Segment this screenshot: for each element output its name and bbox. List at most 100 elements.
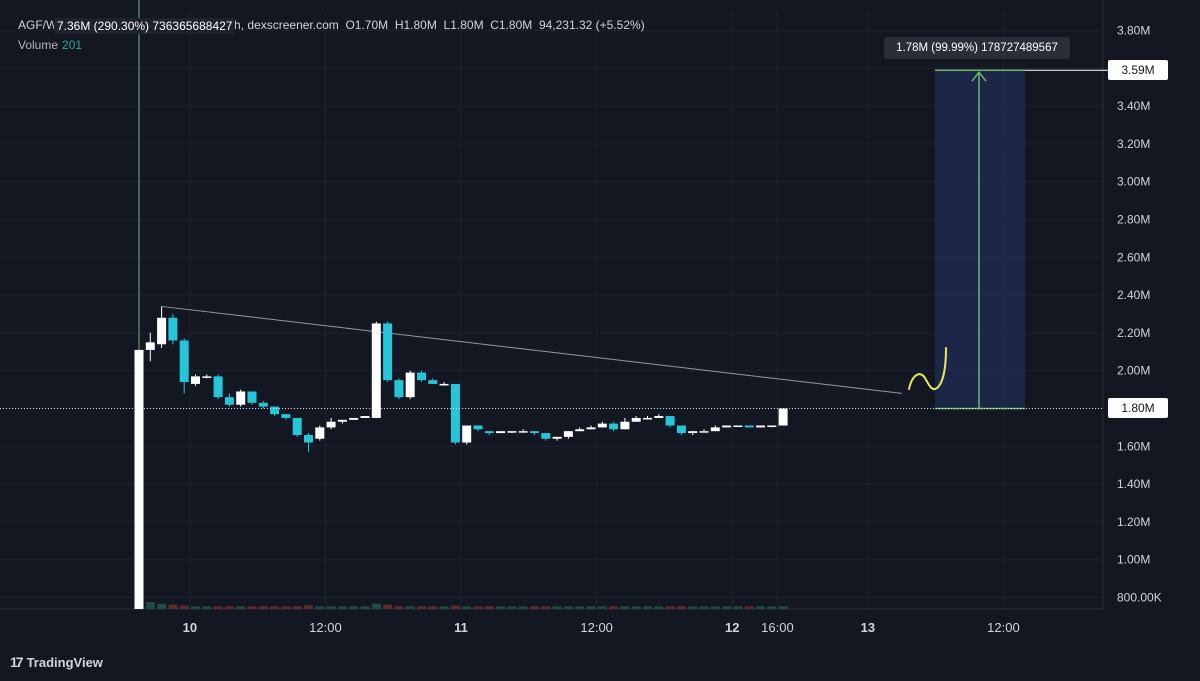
candle-body xyxy=(733,425,743,428)
volume-bar xyxy=(224,606,234,609)
candle-body xyxy=(394,380,404,398)
volume-value: 201 xyxy=(62,38,83,52)
low-label: L xyxy=(443,18,451,32)
candle xyxy=(371,321,381,418)
volume-bar xyxy=(699,606,709,609)
candle-body xyxy=(202,376,212,378)
candle-body xyxy=(213,376,223,398)
candle-body xyxy=(236,391,246,405)
measure-zone[interactable] xyxy=(935,69,1108,410)
candle-body xyxy=(688,431,698,434)
candle-body xyxy=(767,425,777,428)
volume-bar xyxy=(620,606,630,609)
candle-body xyxy=(552,436,562,439)
candle-body xyxy=(609,423,619,430)
measure-fill xyxy=(935,70,1025,409)
change-value: 94,231.32 (+5.52%) xyxy=(538,18,645,32)
volume-bar xyxy=(202,606,212,609)
measure-label: 1.78M (99.99%) 178727489567 xyxy=(884,37,1070,59)
candle-body xyxy=(439,383,449,386)
volume-bar xyxy=(157,603,167,609)
annotation-drawing[interactable] xyxy=(908,347,947,391)
candle-body xyxy=(326,421,336,428)
volume-bar xyxy=(326,606,336,609)
candle xyxy=(609,421,619,432)
candle-body xyxy=(428,380,438,384)
time-axis[interactable]: 10 12:00 11 12:00 12 16:00 13 12:00 xyxy=(183,620,1020,635)
candle xyxy=(710,425,720,432)
candle xyxy=(337,419,347,424)
volume-bar xyxy=(405,606,415,609)
volume-legend[interactable]: Volume 201 xyxy=(18,38,82,52)
candle xyxy=(552,436,562,441)
candle-body xyxy=(473,425,483,430)
trendline[interactable] xyxy=(161,305,902,394)
volume-bar xyxy=(439,606,449,609)
candle-body xyxy=(507,431,517,433)
candle xyxy=(541,433,551,441)
candle xyxy=(428,378,438,384)
candle xyxy=(665,416,675,428)
candle xyxy=(450,383,460,445)
volume-bar xyxy=(563,606,573,609)
candle xyxy=(224,393,234,407)
volume-bar xyxy=(383,604,393,609)
volume-bar xyxy=(315,606,325,609)
candle-body xyxy=(665,416,675,426)
volume-bar xyxy=(733,606,743,609)
volume-bar xyxy=(247,606,257,609)
candle-body xyxy=(224,397,234,405)
candle-body xyxy=(496,431,506,434)
candle xyxy=(202,374,212,379)
spike-tooltip: 7.36M (290.30%) 736365688427 xyxy=(54,18,236,34)
candle-body xyxy=(337,419,347,422)
candle xyxy=(213,374,223,400)
volume-bar xyxy=(394,606,404,609)
y-tick-label: 3.00M xyxy=(1117,175,1150,189)
volume-bar xyxy=(292,606,302,609)
volume-bar xyxy=(258,606,268,609)
volume-bar xyxy=(281,606,291,609)
candle-body xyxy=(643,417,652,420)
candle-body xyxy=(563,431,573,437)
candle-body xyxy=(157,317,167,345)
volume-bar xyxy=(337,606,347,609)
candle xyxy=(134,0,144,609)
candle-body xyxy=(541,433,551,439)
volume-bar xyxy=(575,606,585,609)
x-tick-label: 10 xyxy=(183,620,197,635)
candle xyxy=(473,425,483,432)
y-tick-label: 3.40M xyxy=(1117,99,1150,113)
candle-body xyxy=(518,431,528,433)
candle xyxy=(145,332,155,362)
candle-body xyxy=(258,402,268,407)
candle xyxy=(236,389,246,407)
candle xyxy=(688,431,698,435)
price-axis[interactable]: 3.80M3.60M3.40M3.20M3.00M2.80M2.60M2.40M… xyxy=(1117,24,1162,605)
y-tick-label: 1.20M xyxy=(1117,515,1150,529)
x-tick-label: 12:00 xyxy=(987,620,1020,635)
candle xyxy=(304,433,313,452)
candle-body xyxy=(676,425,686,434)
x-tick-label: 16:00 xyxy=(761,620,794,635)
y-tick-label: 1.40M xyxy=(1117,477,1150,491)
high-label: H xyxy=(394,18,404,32)
candle xyxy=(767,425,777,428)
candle xyxy=(191,374,200,386)
candle-body xyxy=(191,376,200,384)
volume-bar xyxy=(552,606,562,609)
y-tick-label: 1.00M xyxy=(1117,553,1150,567)
volume-bar xyxy=(609,606,619,609)
volume-bar xyxy=(710,606,720,609)
candle xyxy=(676,425,686,435)
tradingview-logo[interactable]: 17 TradingView xyxy=(10,653,103,671)
volume-bar xyxy=(360,606,370,609)
candle xyxy=(699,429,709,433)
candle xyxy=(281,414,291,420)
candle-body xyxy=(405,372,415,398)
target-price-tag: 3.59M xyxy=(1108,60,1168,80)
candle xyxy=(507,431,517,434)
candle-body xyxy=(292,417,302,435)
x-tick-label: 12 xyxy=(725,620,739,635)
